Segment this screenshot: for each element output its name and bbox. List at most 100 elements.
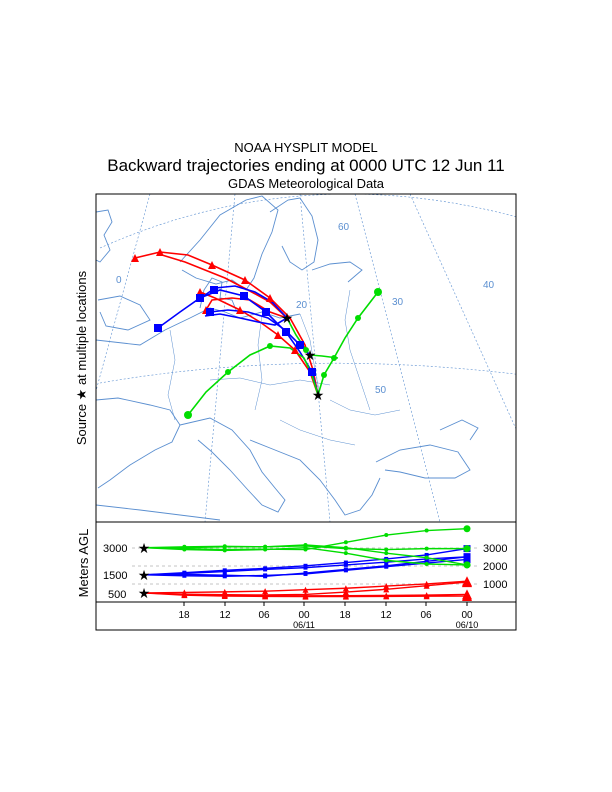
height-series-marker (423, 593, 430, 600)
height-series-marker (342, 589, 349, 596)
map-panel: 0 20 30 40 50 60 (74, 193, 517, 523)
coast-north-africa (96, 504, 221, 521)
border-romania (329, 399, 401, 416)
map-background (96, 194, 516, 522)
height-series-marker (383, 583, 390, 590)
source-star: ★ (312, 387, 325, 403)
coast-scandinavia (179, 195, 279, 291)
lat-label-60: 60 (338, 222, 350, 233)
blue-marker (308, 368, 316, 376)
height-series-marker (181, 592, 188, 599)
source-star: ★ (138, 567, 151, 583)
time-tick-marks (183, 602, 468, 606)
height-series-marker (423, 582, 430, 589)
height-series-marker (303, 565, 308, 570)
lon-label-30: 30 (392, 297, 404, 308)
left-tick-500: 500 (108, 589, 126, 601)
height-series-marker (262, 593, 269, 600)
green-marker (355, 315, 361, 321)
time-label: 18 (178, 610, 190, 621)
height-series-marker (462, 577, 472, 588)
red-marker (266, 294, 274, 302)
height-series-marker (303, 571, 308, 576)
coast-azov (439, 419, 479, 441)
height-source-stars: ★ ★ ★ (138, 540, 151, 601)
latitude-line-50 (99, 362, 516, 384)
height-series-marker (263, 567, 268, 572)
longitude-line-30 (354, 194, 441, 522)
height-series-marker (384, 533, 389, 538)
height-series-marker (462, 591, 472, 602)
height-series-marker (383, 593, 390, 600)
right-tick-3000: 3000 (483, 543, 507, 555)
height-series-marker (384, 547, 389, 552)
red-marker (274, 331, 282, 339)
green-marker (303, 347, 309, 353)
height-series-marker (463, 525, 471, 533)
height-series-marker (384, 558, 389, 563)
blue-marker (296, 341, 304, 349)
height-series-marker (424, 562, 429, 566)
blue-marker (196, 294, 204, 302)
height-series-marker (343, 545, 348, 550)
height-series-marker (263, 574, 268, 579)
lon-label-0: 0 (116, 275, 122, 286)
height-series-marker (222, 544, 227, 549)
graticule-labels: 0 20 30 40 50 60 (116, 222, 495, 396)
blue-marker (206, 308, 214, 316)
border-belarus-ukraine (344, 289, 371, 411)
coast-france-iberia (96, 397, 181, 489)
left-axis-labels: 3000 1500 500 (103, 543, 127, 601)
right-axis-labels: 3000 2000 1000 (483, 543, 507, 591)
green-markers (184, 288, 382, 419)
height-series-marker (222, 573, 227, 578)
height-series-marker (182, 572, 187, 577)
coast-balkans (249, 439, 381, 516)
coast-scotland (96, 209, 113, 263)
longitude-line-40 (409, 194, 516, 430)
border-central-europe (209, 377, 331, 386)
green-marker (225, 369, 231, 375)
source-star: ★ (138, 540, 151, 556)
time-axis-labels: 18 12 06 00 18 12 06 00 06/11 06/10 (178, 610, 478, 630)
red-marker (241, 276, 249, 284)
time-label: 06 (258, 610, 270, 621)
time-label: 00 (298, 610, 310, 621)
time-label: 06 (420, 610, 432, 621)
coastlines (96, 195, 479, 521)
red-marker (156, 248, 164, 256)
height-series-marker (342, 585, 349, 592)
height-series-marker (424, 555, 429, 560)
longitude-line-0 (96, 194, 151, 392)
green-marker (321, 372, 327, 378)
longitude-line-20 (299, 194, 331, 522)
coast-north-europe (96, 307, 301, 346)
coast-black-sea (375, 444, 471, 479)
blue-marker (282, 328, 290, 336)
height-series-marker (424, 546, 429, 551)
coast-bothnia (269, 197, 319, 271)
height-series-marker (463, 553, 471, 561)
date-label: 06/11 (293, 620, 315, 630)
height-series-marker (383, 586, 390, 593)
right-tick-1000: 1000 (483, 579, 507, 591)
coast-england (97, 295, 151, 331)
time-label: 18 (339, 610, 351, 621)
right-tick-2000: 2000 (483, 561, 507, 573)
height-series-marker (342, 593, 349, 600)
height-series-marker (463, 561, 471, 569)
height-panel: 3000 1500 500 3000 2000 1000 18 12 06 00… (76, 521, 517, 631)
green-marker (331, 355, 337, 361)
height-series-marker (222, 569, 227, 574)
height-series-marker (384, 563, 389, 568)
source-stars: ★ ★ ★ (281, 310, 325, 403)
chart-title: NOAA HYSPLIT MODEL (234, 140, 378, 155)
green-marker (374, 288, 382, 296)
green-marker (267, 343, 273, 349)
red-marker (291, 346, 299, 354)
height-series-marker (463, 545, 471, 553)
coast-italy (179, 417, 286, 513)
data-source-label: GDAS Meteorological Data (227, 176, 385, 191)
height-series-marker (302, 593, 309, 600)
